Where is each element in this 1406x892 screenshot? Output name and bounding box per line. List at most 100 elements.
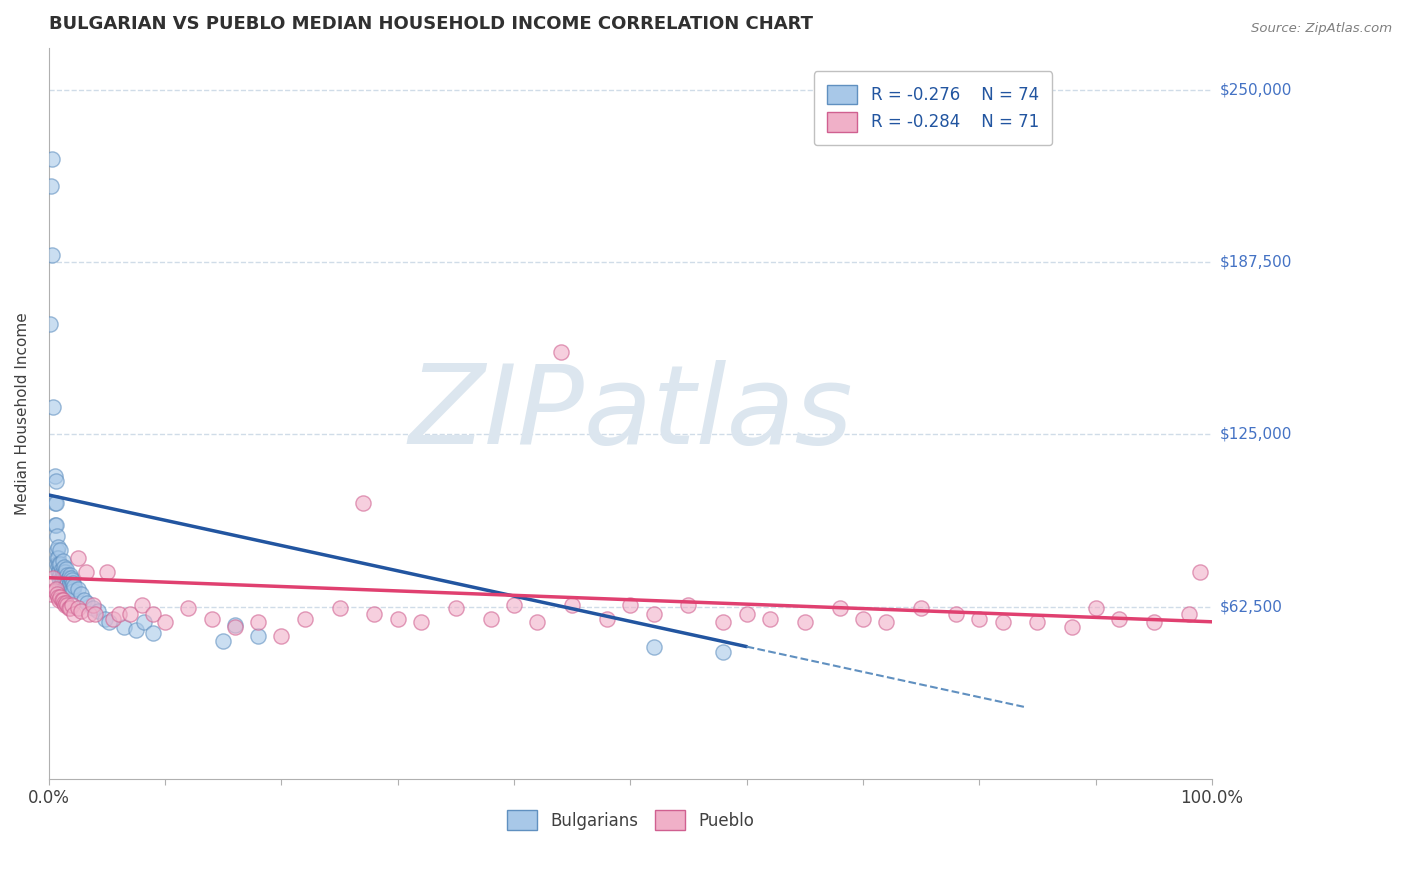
Point bbox=[45, 529, 67, 543]
Point bbox=[56, 574, 79, 588]
Point bbox=[52, 576, 75, 591]
Point bbox=[59, 568, 82, 582]
Point bbox=[134, 615, 156, 629]
Point bbox=[735, 607, 758, 621]
Point bbox=[910, 601, 932, 615]
Point bbox=[39, 179, 62, 194]
Point bbox=[294, 612, 316, 626]
Point bbox=[59, 576, 82, 591]
Point bbox=[46, 565, 69, 579]
Point bbox=[72, 592, 94, 607]
Text: ZIPatlas: ZIPatlas bbox=[408, 360, 852, 467]
Point bbox=[967, 612, 990, 626]
Point bbox=[55, 571, 77, 585]
Point bbox=[643, 640, 665, 654]
Point bbox=[45, 557, 67, 571]
Point bbox=[41, 152, 63, 166]
Point bbox=[60, 599, 83, 613]
Point bbox=[200, 612, 222, 626]
Point bbox=[526, 615, 548, 629]
Point bbox=[247, 615, 270, 629]
Point bbox=[52, 592, 75, 607]
Point bbox=[1143, 615, 1166, 629]
Point bbox=[45, 543, 67, 558]
Point bbox=[60, 574, 83, 588]
Point bbox=[1084, 601, 1107, 615]
Point bbox=[60, 582, 83, 596]
Point bbox=[49, 579, 72, 593]
Point bbox=[1177, 607, 1199, 621]
Point bbox=[142, 625, 165, 640]
Point bbox=[45, 551, 67, 566]
Point bbox=[52, 574, 75, 588]
Point bbox=[45, 496, 67, 510]
Point bbox=[153, 615, 176, 629]
Point bbox=[793, 615, 815, 629]
Point bbox=[56, 599, 79, 613]
Point bbox=[112, 620, 135, 634]
Point bbox=[62, 576, 84, 591]
Point bbox=[619, 599, 641, 613]
Point bbox=[125, 623, 148, 637]
Text: $62,500: $62,500 bbox=[1220, 599, 1284, 614]
Point bbox=[46, 590, 69, 604]
Point bbox=[55, 562, 77, 576]
Point bbox=[76, 595, 98, 609]
Legend: Bulgarians, Pueblo: Bulgarians, Pueblo bbox=[501, 804, 761, 837]
Point bbox=[387, 612, 409, 626]
Text: Source: ZipAtlas.com: Source: ZipAtlas.com bbox=[1251, 22, 1392, 36]
Point bbox=[49, 543, 72, 558]
Point bbox=[142, 607, 165, 621]
Point bbox=[247, 629, 270, 643]
Point bbox=[44, 468, 66, 483]
Point bbox=[49, 568, 72, 582]
Point bbox=[1189, 565, 1212, 579]
Point bbox=[55, 595, 77, 609]
Point bbox=[759, 612, 782, 626]
Text: BULGARIAN VS PUEBLO MEDIAN HOUSEHOLD INCOME CORRELATION CHART: BULGARIAN VS PUEBLO MEDIAN HOUSEHOLD INC… bbox=[49, 15, 813, 33]
Text: $250,000: $250,000 bbox=[1220, 82, 1292, 97]
Point bbox=[53, 579, 76, 593]
Point bbox=[62, 584, 84, 599]
Point bbox=[1062, 620, 1084, 634]
Point bbox=[63, 607, 86, 621]
Point bbox=[41, 248, 63, 262]
Point bbox=[48, 565, 70, 579]
Point bbox=[49, 574, 72, 588]
Point bbox=[63, 579, 86, 593]
Point bbox=[945, 607, 967, 621]
Point bbox=[45, 474, 67, 488]
Point bbox=[58, 571, 80, 585]
Point bbox=[352, 496, 374, 510]
Point bbox=[46, 541, 69, 555]
Point bbox=[52, 565, 75, 579]
Point bbox=[678, 599, 700, 613]
Point bbox=[550, 344, 572, 359]
Point bbox=[84, 607, 107, 621]
Point bbox=[46, 551, 69, 566]
Point bbox=[270, 629, 292, 643]
Point bbox=[59, 579, 82, 593]
Point bbox=[131, 599, 153, 613]
Point bbox=[56, 582, 79, 596]
Point bbox=[49, 590, 72, 604]
Point bbox=[875, 615, 897, 629]
Point bbox=[120, 607, 142, 621]
Point bbox=[56, 568, 79, 582]
Point bbox=[1108, 612, 1130, 626]
Point bbox=[96, 565, 118, 579]
Point bbox=[51, 592, 73, 607]
Point bbox=[177, 601, 200, 615]
Point bbox=[596, 612, 619, 626]
Point bbox=[53, 571, 76, 585]
Point bbox=[51, 571, 73, 585]
Point bbox=[82, 601, 104, 615]
Point bbox=[52, 595, 75, 609]
Point bbox=[711, 615, 734, 629]
Point bbox=[852, 612, 875, 626]
Point bbox=[79, 607, 101, 621]
Point bbox=[42, 571, 65, 585]
Point bbox=[70, 604, 93, 618]
Point bbox=[46, 559, 69, 574]
Point bbox=[643, 607, 665, 621]
